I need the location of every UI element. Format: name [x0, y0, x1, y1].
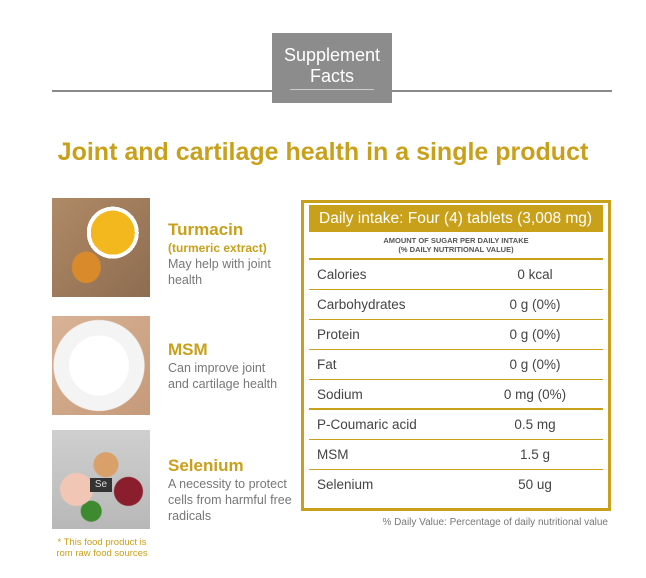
table-row: Sodium 0 mg (0%)	[309, 380, 603, 410]
nutrient-value: 0 mg (0%)	[503, 387, 567, 402]
subheader-line1: AMOUNT OF SUGAR PER DAILY INTAKE	[383, 236, 529, 245]
nutrient-value: 1.5 g	[519, 447, 551, 462]
supplement-facts-badge: Supplement Facts	[272, 33, 392, 103]
ingredient-desc: May help with joint health	[168, 257, 271, 287]
nutrient-name: Carbohydrates	[317, 297, 406, 312]
table-row: Carbohydrates 0 g (0%)	[309, 290, 603, 320]
food-source-note: * This food product is rom raw food sour…	[56, 537, 148, 559]
nutrient-name: Selenium	[317, 477, 374, 492]
nutrient-value: 0 kcal	[517, 267, 553, 282]
badge-line1: Supplement	[283, 45, 381, 65]
table-title: Daily intake: Four (4) tablets (3,008 mg…	[309, 205, 603, 232]
nutrient-value: 0 g (0%)	[509, 357, 561, 372]
table-row: Selenium 50 ug	[309, 470, 603, 500]
se-label: Se	[90, 478, 112, 492]
nutrient-name: Calories	[317, 267, 367, 282]
table-row: Calories 0 kcal	[309, 260, 603, 290]
subheader-line2: (% DAILY NUTRITIONAL VALUE)	[398, 245, 514, 254]
nutrition-table: Daily intake: Four (4) tablets (3,008 mg…	[301, 200, 611, 511]
ingredient-name: Turmacin	[168, 220, 244, 239]
ingredient-selenium: Selenium A necessity to protect cells fr…	[168, 456, 293, 524]
table-row: P-Coumaric acid 0.5 mg	[309, 410, 603, 440]
ingredient-sub: (turmeric extract)	[168, 241, 267, 255]
table-row: MSM 1.5 g	[309, 440, 603, 470]
ingredient-turmacin: Turmacin (turmeric extract) May help wit…	[168, 220, 298, 288]
nutrient-name: Fat	[317, 357, 337, 372]
nutrient-name: Protein	[317, 327, 360, 342]
nutrient-name: P-Coumaric acid	[317, 417, 417, 432]
table-footnote: % Daily Value: Percentage of daily nutri…	[382, 517, 609, 528]
badge-underline	[290, 89, 374, 90]
ingredient-name: MSM	[168, 340, 208, 359]
table-row: Fat 0 g (0%)	[309, 350, 603, 380]
nutrient-value: 50 ug	[518, 477, 552, 492]
nutrient-value: 0 g (0%)	[509, 297, 561, 312]
turmeric-image	[52, 198, 150, 297]
page-title: Joint and cartilage health in a single p…	[57, 138, 589, 166]
ingredient-name: Selenium	[168, 456, 244, 475]
ingredient-desc: Can improve joint and cartilage health	[168, 361, 278, 391]
selenium-foods-image: Se	[52, 430, 150, 529]
ingredient-desc: A necessity to protect cells from harmfu…	[168, 477, 292, 523]
table-subheader: AMOUNT OF SUGAR PER DAILY INTAKE (% DAIL…	[309, 232, 603, 260]
nutrient-name: Sodium	[317, 387, 363, 402]
ingredient-msm: MSM Can improve joint and cartilage heal…	[168, 340, 288, 392]
msm-image	[52, 316, 150, 415]
nutrient-name: MSM	[317, 447, 349, 462]
nutrient-value: 0.5 mg	[514, 417, 556, 432]
table-row: Protein 0 g (0%)	[309, 320, 603, 350]
nutrient-value: 0 g (0%)	[509, 327, 561, 342]
badge-line2: Facts	[309, 66, 354, 86]
